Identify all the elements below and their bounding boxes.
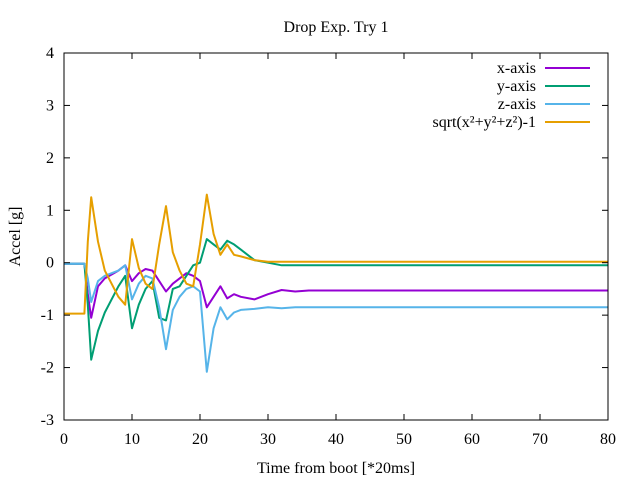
legend-label: x-axis	[497, 60, 536, 77]
chart-title: Drop Exp. Try 1	[284, 19, 389, 36]
series-line-1	[64, 238, 608, 361]
y-tick-label: 1	[46, 202, 54, 219]
x-tick-label: 20	[192, 431, 208, 448]
y-tick-label: 4	[46, 45, 54, 62]
y-tick-label: 0	[46, 255, 54, 272]
series-line-3	[64, 193, 608, 315]
x-tick-label: 60	[464, 431, 480, 448]
y-tick-label: -2	[41, 360, 54, 377]
y-axis-label: Accel [g]	[7, 207, 24, 267]
x-tick-label: 50	[396, 431, 412, 448]
legend-label: z-axis	[498, 96, 536, 113]
x-tick-label: 80	[600, 431, 616, 448]
x-axis-label: Time from boot [*20ms]	[257, 460, 415, 477]
series-line-0	[64, 262, 608, 319]
x-tick-label: 10	[124, 431, 140, 448]
legend-label: y-axis	[497, 78, 536, 95]
x-tick-label: 70	[532, 431, 548, 448]
x-tick-label: 40	[328, 431, 344, 448]
y-tick-label: -3	[41, 412, 54, 429]
x-tick-label: 0	[60, 431, 68, 448]
y-tick-label: 2	[46, 150, 54, 167]
y-tick-label: -1	[41, 307, 54, 324]
y-tick-label: 3	[46, 97, 54, 114]
legend-label: sqrt(x²+y²+z²)-1	[432, 114, 536, 131]
series-line-2	[64, 262, 608, 373]
x-tick-label: 30	[260, 431, 276, 448]
